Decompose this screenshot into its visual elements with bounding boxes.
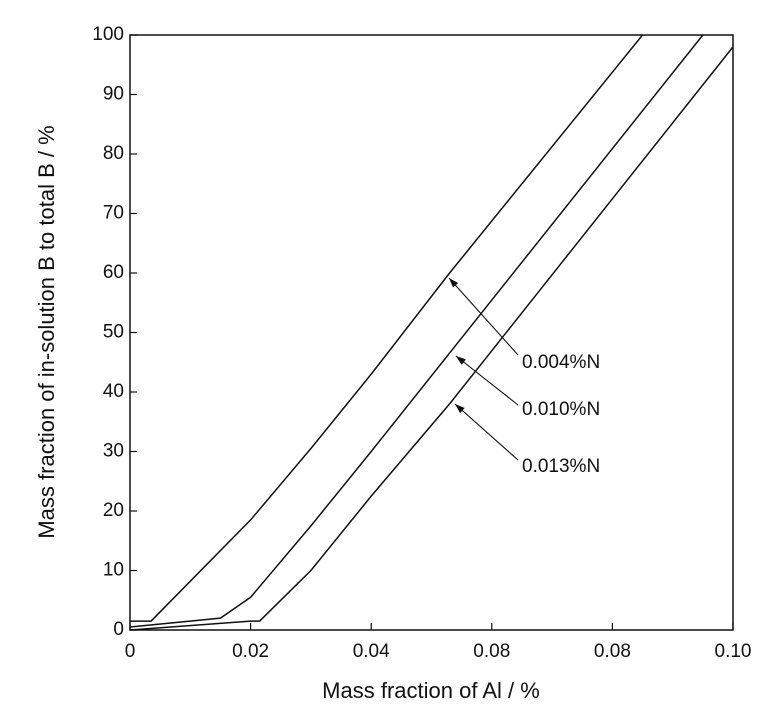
y-tick-label: 50 — [103, 322, 124, 343]
y-axis-title: Mass fraction of in-solution B to total … — [34, 125, 59, 538]
plot-frame — [129, 34, 734, 631]
x-tick-label: 0.08 — [473, 641, 510, 662]
series-label: 0.013%N — [522, 456, 600, 477]
annotation-arrow — [448, 277, 519, 356]
y-tick-label: 20 — [103, 500, 124, 521]
series-line — [129, 34, 704, 628]
x-tick-label: 0 — [125, 641, 136, 662]
y-tick-label: 70 — [103, 203, 124, 224]
x-axis-title: Mass fraction of Al / % — [322, 678, 540, 703]
x-tick-label: 0.02 — [232, 641, 269, 662]
y-tick-label: 90 — [103, 84, 124, 105]
series-label: 0.004%N — [522, 352, 600, 373]
y-tick-label: 60 — [103, 262, 124, 283]
annotation-arrow — [454, 403, 519, 461]
x-tick-label: 0.04 — [353, 641, 390, 662]
series-line — [130, 34, 644, 622]
annotation-arrow — [455, 355, 519, 406]
y-tick-label: 0 — [113, 619, 124, 640]
y-tick-label: 10 — [103, 560, 124, 581]
series-label: 0.010%N — [522, 399, 600, 420]
y-tick-label: 80 — [103, 143, 124, 164]
y-tick-label: 40 — [103, 381, 124, 402]
y-tick-label: 100 — [92, 24, 124, 45]
x-tick-label: 0.08 — [594, 641, 631, 662]
series-line — [129, 46, 734, 631]
x-tick-label: 0.10 — [715, 641, 752, 662]
y-tick-label: 30 — [103, 441, 124, 462]
